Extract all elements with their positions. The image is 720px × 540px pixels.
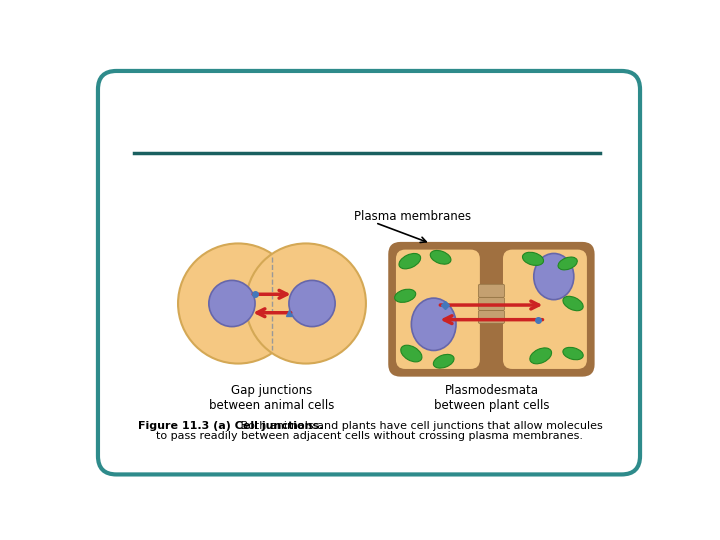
Circle shape bbox=[246, 244, 366, 363]
Text: Plasmodesmata
between plant cells: Plasmodesmata between plant cells bbox=[434, 384, 550, 413]
FancyBboxPatch shape bbox=[98, 71, 640, 475]
Ellipse shape bbox=[395, 289, 415, 302]
Text: Gap junctions
between animal cells: Gap junctions between animal cells bbox=[210, 384, 335, 413]
Ellipse shape bbox=[433, 354, 454, 368]
Text: Both animals and plants have cell junctions that allow molecules: Both animals and plants have cell juncti… bbox=[237, 421, 603, 430]
Ellipse shape bbox=[401, 345, 422, 362]
Ellipse shape bbox=[563, 296, 583, 310]
Text: to pass readily between adjacent cells without crossing plasma membranes.: to pass readily between adjacent cells w… bbox=[156, 431, 582, 441]
Text: Plasma membranes: Plasma membranes bbox=[354, 210, 471, 222]
FancyBboxPatch shape bbox=[478, 284, 505, 298]
Ellipse shape bbox=[431, 251, 451, 264]
FancyBboxPatch shape bbox=[503, 249, 587, 369]
Text: Figure 11.3 (a) Cell junctions.: Figure 11.3 (a) Cell junctions. bbox=[138, 421, 323, 430]
Ellipse shape bbox=[411, 298, 456, 350]
Circle shape bbox=[289, 280, 335, 327]
Circle shape bbox=[178, 244, 298, 363]
FancyBboxPatch shape bbox=[388, 242, 595, 377]
Ellipse shape bbox=[563, 347, 583, 360]
Circle shape bbox=[209, 280, 255, 327]
Ellipse shape bbox=[534, 253, 574, 300]
Ellipse shape bbox=[523, 252, 544, 266]
FancyBboxPatch shape bbox=[478, 298, 505, 310]
FancyBboxPatch shape bbox=[478, 310, 505, 323]
Ellipse shape bbox=[558, 257, 577, 270]
Ellipse shape bbox=[399, 253, 420, 269]
Ellipse shape bbox=[530, 348, 552, 364]
FancyBboxPatch shape bbox=[396, 249, 480, 369]
